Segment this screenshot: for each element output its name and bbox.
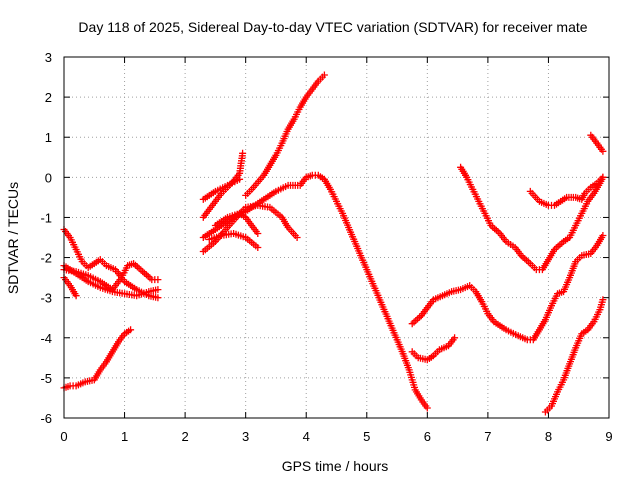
- data-point: [236, 175, 244, 183]
- y-tick-label: 3: [45, 50, 52, 65]
- series-arc-15: [457, 163, 607, 274]
- y-axis-label: SDTVAR / TECUs: [5, 182, 21, 294]
- data-point: [254, 230, 262, 237]
- plot-frame: [63, 56, 610, 419]
- data-point: [320, 71, 328, 79]
- series-arc-4: [60, 260, 162, 294]
- y-tick-labels: 3 2 1 0 -1 -2 -3 -4 -5 -6: [40, 50, 52, 426]
- data-point: [423, 404, 431, 412]
- x-tick-label: 2: [181, 429, 188, 444]
- x-tick-label: 6: [424, 429, 431, 444]
- data-points: [60, 71, 607, 416]
- data-point: [154, 276, 162, 284]
- x-tick-label: 0: [60, 429, 67, 444]
- series-arc-5: [60, 326, 135, 392]
- y-tick-label: -6: [40, 411, 52, 426]
- y-tick-label: -1: [40, 210, 52, 225]
- data-point: [599, 296, 607, 304]
- x-tick-label: 5: [363, 429, 370, 444]
- data-point: [254, 244, 262, 251]
- series-arc-16: [526, 173, 607, 209]
- series-arc-18: [587, 131, 607, 155]
- series-arc-14: [408, 232, 607, 344]
- y-tick-label: -5: [40, 371, 52, 386]
- y-tick-label: 0: [45, 170, 52, 185]
- x-tick-label: 4: [303, 429, 310, 444]
- data-point: [293, 234, 301, 241]
- x-tick-label: 1: [121, 429, 128, 444]
- x-axis-label: GPS time / hours: [282, 458, 389, 474]
- y-tick-label: 2: [45, 90, 52, 105]
- chart-title: Day 118 of 2025, Sidereal Day-to-day VTE…: [78, 19, 587, 35]
- series-arc-17: [541, 296, 607, 416]
- y-tick-label: 1: [45, 130, 52, 145]
- y-tick-label: -2: [40, 251, 52, 266]
- series-arc-13: [408, 334, 459, 364]
- y-tick-label: -3: [40, 291, 52, 306]
- series-arc-12: [211, 209, 262, 237]
- x-tick-label: 7: [484, 429, 491, 444]
- series-arc-11: [205, 230, 262, 251]
- x-tick-label: 8: [545, 429, 552, 444]
- data-point: [127, 326, 135, 334]
- data-point: [599, 173, 607, 181]
- x-tick-label: 3: [242, 429, 249, 444]
- data-point: [154, 294, 162, 302]
- y-tick-label: -4: [40, 331, 52, 346]
- x-tick-label: 9: [605, 429, 612, 444]
- data-point: [154, 286, 162, 294]
- data-point: [451, 334, 459, 342]
- series-arc-8: [199, 171, 431, 412]
- data-point: [72, 292, 80, 300]
- data-point: [239, 149, 247, 157]
- series-arc-9: [242, 71, 328, 199]
- data-point: [599, 147, 607, 155]
- data-point: [599, 232, 607, 239]
- series-arc-7: [199, 175, 244, 203]
- grid: [64, 57, 609, 418]
- x-tick-labels: 0 1 2 3 4 5 6 7 8 9: [60, 429, 612, 444]
